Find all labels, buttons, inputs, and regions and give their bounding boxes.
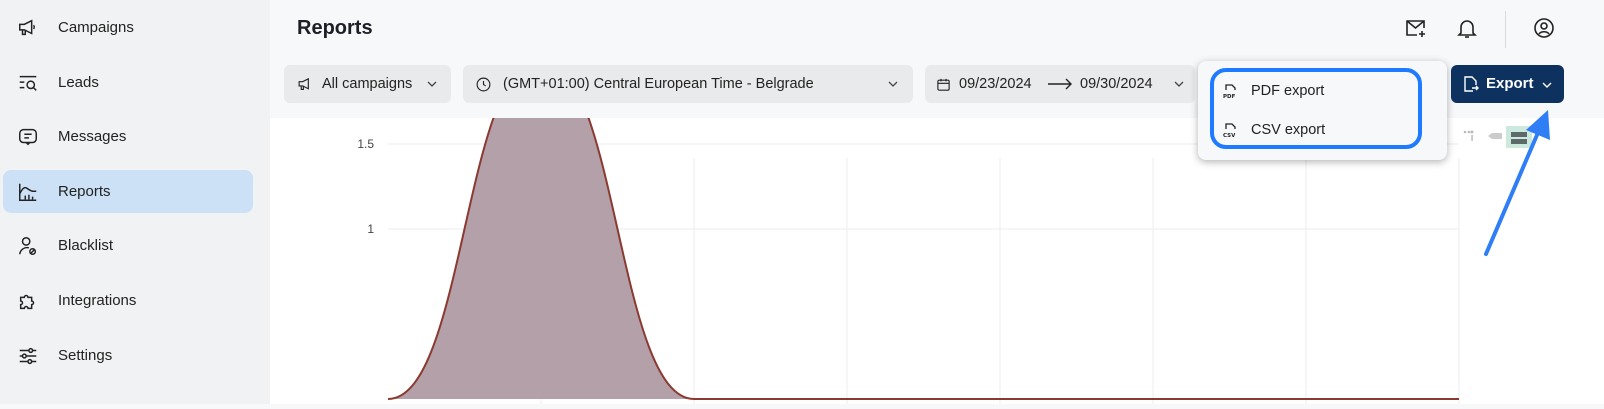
menu-item-pdf-export[interactable]: PDF PDF export <box>1223 80 1324 102</box>
chevron-down-icon <box>427 81 437 87</box>
sliders-icon <box>19 347 37 364</box>
campaign-select-value: All campaigns <box>322 76 413 92</box>
sidebar-item-blacklist[interactable]: Blacklist <box>3 224 253 267</box>
timezone-select[interactable]: (GMT+01:00) Central European Time - Belg… <box>463 65 913 103</box>
sidebar-item-label: Campaigns <box>58 19 134 36</box>
sidebar-item-label: Messages <box>58 128 127 145</box>
highlight-outline <box>1210 68 1422 149</box>
calendar-icon <box>937 78 950 91</box>
arrow-right-icon <box>1048 78 1072 90</box>
file-export-icon <box>1464 76 1479 92</box>
sidebar-item-settings[interactable]: Settings <box>3 334 253 377</box>
lead-search-icon <box>19 75 37 91</box>
reset-icon <box>1463 130 1474 141</box>
chevron-down-icon <box>1542 82 1552 88</box>
series-area <box>388 59 1459 399</box>
sidebar-item-reports[interactable]: Reports <box>3 170 253 213</box>
chevron-down-icon <box>888 81 898 87</box>
sidebar-item-label: Blacklist <box>58 237 114 254</box>
puzzle-icon <box>19 294 35 309</box>
chevron-down-icon <box>1174 81 1184 87</box>
message-icon <box>19 128 37 145</box>
user-blocked-icon <box>19 236 37 255</box>
area-chart: 11.52 <box>357 52 1460 404</box>
svg-text:CSV: CSV <box>1223 133 1236 138</box>
annotation-arrow <box>1484 110 1550 256</box>
sidebar-item-label: Leads <box>58 74 99 91</box>
date-range-picker[interactable]: 09/23/2024 09/30/2024 <box>925 65 1195 103</box>
sidebar-item-leads[interactable]: Leads <box>3 61 253 104</box>
mail-plus-icon[interactable] <box>1404 16 1428 40</box>
export-button-label: Export <box>1486 75 1534 92</box>
svg-text:PDF: PDF <box>1223 94 1236 99</box>
campaign-select[interactable]: All campaigns <box>284 65 451 103</box>
chart-toolbar[interactable] <box>1462 126 1532 148</box>
chart-icon <box>19 183 37 201</box>
sidebar-item-label: Reports <box>58 183 111 200</box>
csv-file-icon: CSV <box>1223 123 1236 138</box>
y-tick-label: 1.5 <box>357 137 374 151</box>
pdf-file-icon: PDF <box>1223 84 1236 99</box>
date-to[interactable]: 09/30/2024 <box>1080 76 1153 92</box>
sidebar: Campaigns Leads Messages Reports Blackli… <box>0 0 270 404</box>
y-tick-label: 1 <box>367 222 374 236</box>
timezone-select-value: (GMT+01:00) Central European Time - Belg… <box>503 76 814 92</box>
report-chart: 11.52 <box>270 52 1604 404</box>
clock-icon <box>476 77 491 91</box>
menu-item-label: CSV export <box>1251 122 1326 138</box>
sidebar-item-label: Integrations <box>58 292 137 309</box>
user-icon[interactable] <box>1532 16 1556 40</box>
sidebar-item-label: Settings <box>58 347 113 364</box>
divider <box>1505 11 1506 48</box>
page-title: Reports <box>297 17 373 39</box>
export-dropdown-menu: PDF PDF export CSV CSV export <box>1198 61 1447 160</box>
menu-item-csv-export[interactable]: CSV CSV export <box>1223 119 1325 141</box>
menu-item-label: PDF export <box>1251 83 1325 99</box>
sidebar-item-messages[interactable]: Messages <box>3 115 253 158</box>
sidebar-item-campaigns[interactable]: Campaigns <box>3 6 253 49</box>
sidebar-item-integrations[interactable]: Integrations <box>3 279 253 322</box>
date-from[interactable]: 09/23/2024 <box>959 76 1032 92</box>
compare-icon <box>1488 133 1502 139</box>
export-button[interactable]: Export <box>1451 65 1564 103</box>
megaphone-icon <box>298 77 309 90</box>
bell-icon[interactable] <box>1455 16 1479 40</box>
spikelines-icon <box>1511 132 1527 144</box>
megaphone-icon <box>19 18 35 35</box>
